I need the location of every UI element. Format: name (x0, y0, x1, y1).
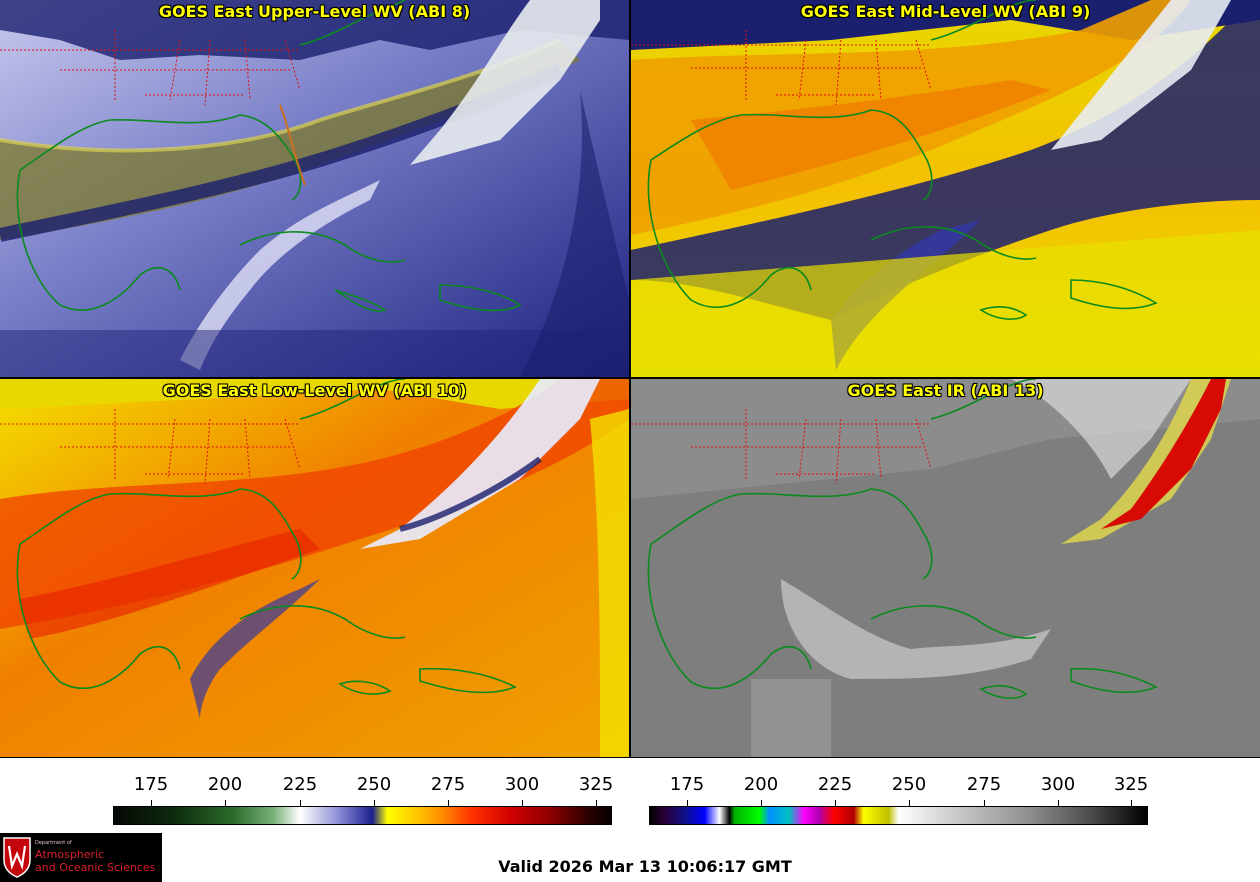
tick-label: 250 (891, 774, 927, 795)
tick-mark (300, 800, 301, 806)
tick-mark (761, 800, 762, 806)
colorbar-ir: 175 200 225 250 275 300 325 (649, 770, 1148, 830)
valid-time: Valid 2026 Mar 13 10:06:17 GMT (498, 857, 792, 876)
tick-mark (448, 800, 449, 806)
tick-mark (984, 800, 985, 806)
panel-ir: GOES East IR (ABI 13) (631, 379, 1260, 757)
tick-mark (1131, 800, 1132, 806)
panel-mid-level-wv: GOES East Mid-Level WV (ABI 9) (631, 0, 1260, 378)
upper-wv-imagery (0, 0, 629, 378)
aos-logo: Department of Atmospheric and Oceanic Sc… (0, 833, 162, 882)
tick-label: 275 (430, 774, 466, 795)
colorbar-wv-ticks: 175 200 225 250 275 300 325 (113, 770, 614, 806)
tick-mark (225, 800, 226, 806)
tick-label: 225 (817, 774, 853, 795)
tick-mark (596, 800, 597, 806)
tick-label: 175 (133, 774, 169, 795)
tick-mark (1058, 800, 1059, 806)
colorbar-ir-ticks: 175 200 225 250 275 300 325 (649, 770, 1149, 806)
tick-label: 250 (356, 774, 392, 795)
colorbar-wv: 175 200 225 250 275 300 325 (113, 770, 614, 830)
tick-mark (909, 800, 910, 806)
ir-imagery (631, 379, 1260, 757)
colorbar-ir-gradient (649, 806, 1148, 825)
tick-mark (374, 800, 375, 806)
low-wv-imagery (0, 379, 629, 757)
mid-wv-imagery (631, 0, 1260, 378)
tick-mark (522, 800, 523, 806)
panel-divider-vertical (629, 0, 631, 758)
tick-label: 325 (578, 774, 614, 795)
tick-mark (151, 800, 152, 806)
panel-upper-level-wv: GOES East Upper-Level WV (ABI 8) (0, 0, 629, 378)
panel-divider-horizontal (0, 377, 1260, 379)
tick-label: 325 (1113, 774, 1149, 795)
logo-line2-text: and Oceanic Sciences (35, 861, 156, 874)
logo-dept-text: Department of (35, 840, 72, 846)
colorbar-wv-gradient (113, 806, 612, 825)
tick-label: 200 (743, 774, 779, 795)
tick-mark (687, 800, 688, 806)
tick-label: 200 (207, 774, 243, 795)
panel-low-level-wv: GOES East Low-Level WV (ABI 10) (0, 379, 629, 757)
tick-label: 300 (1040, 774, 1076, 795)
tick-label: 175 (669, 774, 705, 795)
tick-label: 225 (282, 774, 318, 795)
logo-line1-text: Atmospheric (35, 848, 105, 861)
tick-label: 300 (504, 774, 540, 795)
tick-mark (835, 800, 836, 806)
tick-label: 275 (966, 774, 1002, 795)
panel-divider-bottom (0, 757, 1260, 758)
uw-crest-icon (3, 837, 31, 878)
